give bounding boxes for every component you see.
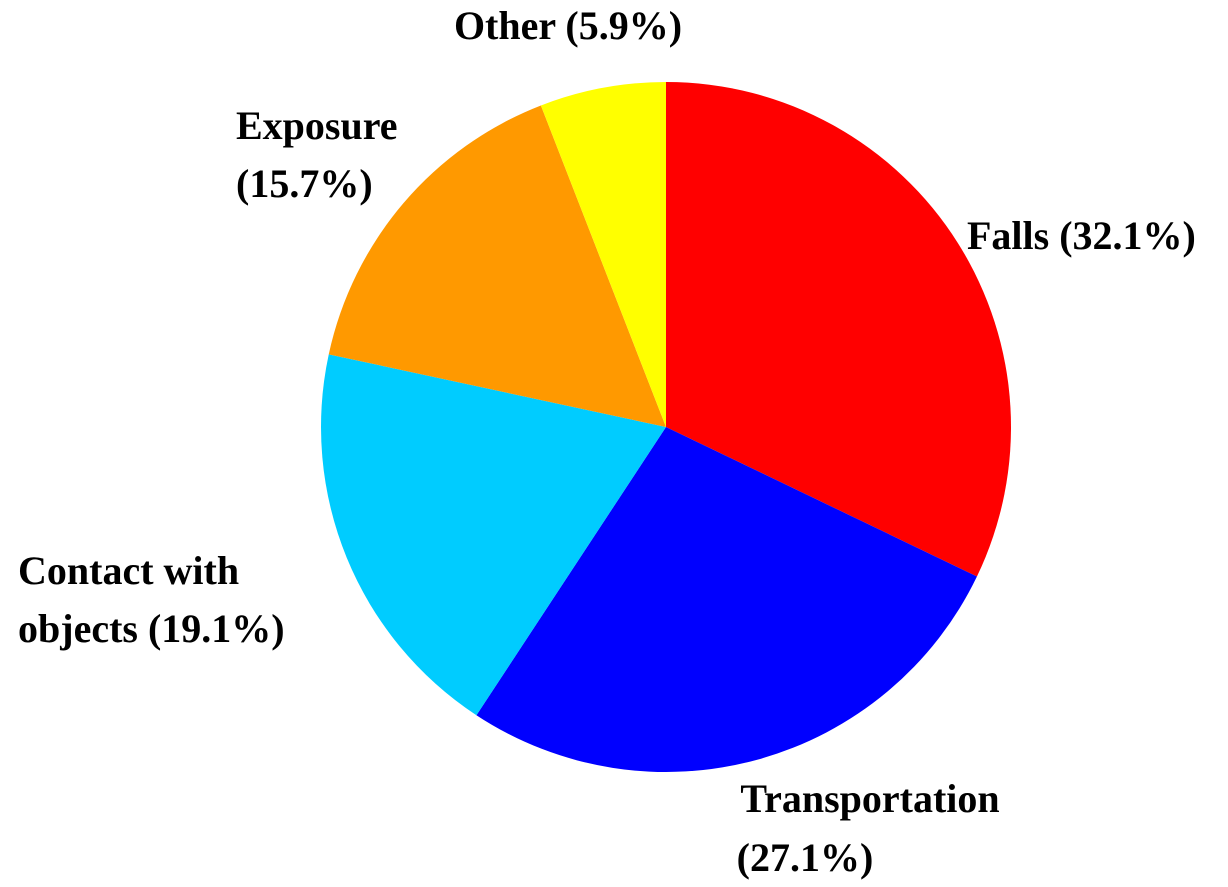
slice-label: (15.7%)	[236, 161, 373, 206]
pie-slice	[328, 105, 666, 427]
slice-label: objects (19.1%)	[18, 606, 285, 651]
slice-label: Transportation	[740, 776, 999, 821]
slice-label: (27.1%)	[737, 835, 874, 880]
slice-label: Other (5.9%)	[454, 3, 682, 48]
slice-label: Exposure	[236, 103, 398, 148]
pie-slice	[666, 82, 1012, 577]
slice-label: Falls (32.1%)	[967, 213, 1196, 258]
slice-label: Contact with	[18, 548, 239, 593]
pie-slice	[540, 82, 666, 427]
pie-slice	[476, 427, 977, 772]
pie-slice	[321, 354, 666, 716]
